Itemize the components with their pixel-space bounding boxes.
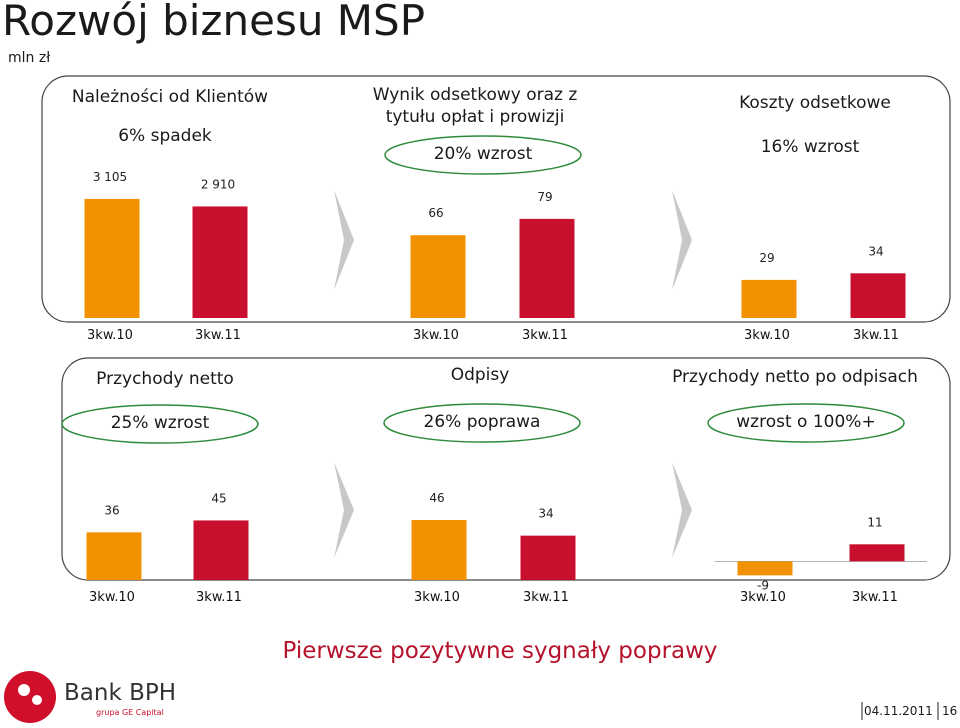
bar [519, 218, 575, 318]
x-tick-label: 3kw.10 [413, 328, 459, 343]
x-tick-label: 3kw.10 [740, 590, 786, 605]
brand-sub: grupa GE Capital [96, 708, 164, 717]
highlight [384, 135, 582, 175]
bar [410, 235, 466, 318]
value-label: 2 910 [201, 177, 235, 191]
annotation: 20% wzrost [433, 144, 533, 164]
chevron [334, 190, 354, 290]
chart-title: Przychody netto [96, 369, 234, 389]
page-number: 16 [942, 704, 958, 718]
value-label: 79 [537, 190, 552, 204]
bar [741, 279, 797, 318]
annotation: 6% spadek [118, 126, 212, 146]
panel [61, 357, 951, 581]
date: 04.11.2011 [864, 704, 933, 718]
bar [520, 535, 576, 580]
value-label: 29 [759, 251, 774, 265]
value-label: 46 [429, 491, 444, 505]
chart-title: Wynik odsetkowy oraz z tytułu opłat i pr… [372, 85, 578, 127]
highlight [61, 404, 259, 444]
chart-title: Odpisy [450, 365, 510, 385]
annotation: 16% wzrost [760, 137, 860, 157]
bar [737, 561, 793, 576]
value-label: 45 [211, 491, 226, 505]
bar [86, 532, 142, 580]
x-tick-label: 3kw.11 [196, 590, 242, 605]
x-tick-label: 3kw.10 [414, 590, 460, 605]
x-tick-label: 3kw.11 [523, 590, 569, 605]
brand: Bank BPH [64, 680, 177, 706]
x-tick-label: 3kw.11 [852, 590, 898, 605]
x-tick-label: 3kw.10 [87, 328, 133, 343]
chevron [672, 190, 692, 290]
annotation: 26% poprawa [423, 412, 541, 432]
x-tick-label: 3kw.10 [89, 590, 135, 605]
slide-title: Rozwój biznesu MSP [2, 0, 426, 45]
highlight [707, 403, 905, 443]
value-label: -9 [757, 578, 769, 592]
panel [41, 75, 951, 323]
bar [192, 206, 248, 318]
logo [18, 684, 30, 696]
bar [411, 520, 467, 580]
footer: Pierwsze pozytywne sygnały poprawy [282, 638, 718, 664]
bar [850, 273, 906, 318]
x-tick-label: 3kw.11 [195, 328, 241, 343]
bar [193, 520, 249, 580]
annotation: 25% wzrost [110, 413, 210, 433]
chart-title: Należności od Klientów [71, 87, 269, 107]
value-label: 3 105 [93, 170, 127, 184]
chart-title: Przychody netto po odpisach [672, 367, 918, 387]
value-label: 11 [867, 515, 882, 529]
bar [84, 198, 140, 318]
value-label: 34 [868, 244, 883, 258]
chart-title: Koszty odsetkowe [739, 93, 891, 113]
highlight [383, 403, 581, 443]
x-tick-label: 3kw.10 [744, 328, 790, 343]
logo [4, 671, 56, 723]
logo [32, 695, 42, 705]
x-tick-label: 3kw.11 [522, 328, 568, 343]
value-label: 34 [538, 507, 553, 521]
value-label: 36 [104, 503, 119, 517]
x-tick-label: 3kw.11 [853, 328, 899, 343]
bar [849, 544, 905, 562]
value-label: 66 [428, 206, 443, 220]
chevron [334, 462, 354, 558]
annotation: wzrost o 100%+ [736, 412, 876, 432]
chevron [672, 462, 692, 558]
unit: mln zł [8, 50, 51, 66]
